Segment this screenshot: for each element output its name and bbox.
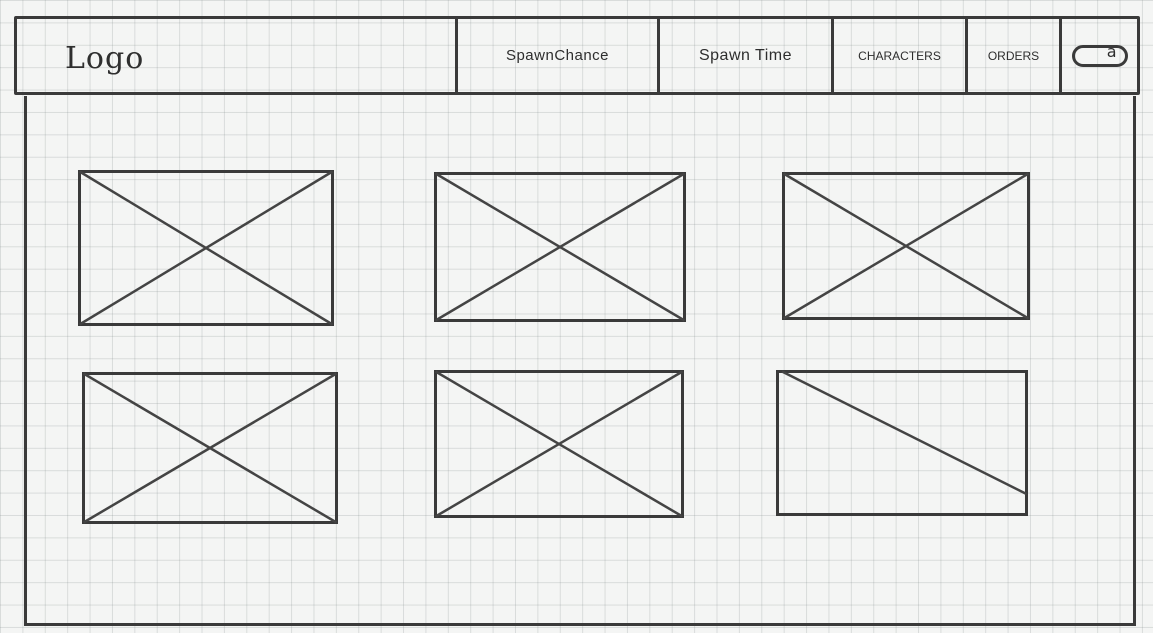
search-icon (1071, 42, 1128, 67)
image-placeholder-icon (434, 172, 686, 322)
image-placeholder-icon (82, 372, 338, 524)
nav-item-spawn-time[interactable]: Spawn Time (657, 19, 831, 92)
content-area (24, 96, 1136, 626)
image-placeholder-icon (776, 370, 1028, 516)
gallery-item[interactable] (78, 170, 334, 326)
gallery-item[interactable] (82, 372, 338, 524)
logo[interactable]: Logo (65, 41, 145, 76)
image-placeholder-icon (782, 172, 1030, 320)
nav-item-spawn-chance[interactable]: SpawnChance (455, 19, 657, 92)
image-placeholder-icon (434, 370, 684, 518)
gallery-item[interactable] (434, 172, 686, 322)
search-button[interactable] (1059, 19, 1137, 92)
gallery-item[interactable] (434, 370, 684, 518)
nav-item-orders[interactable]: ORDERS (965, 19, 1059, 92)
gallery-item[interactable] (776, 370, 1028, 516)
image-placeholder-icon (78, 170, 334, 326)
site-header: Logo SpawnChance Spawn Time CHARACTERS O… (14, 16, 1140, 95)
main-nav: SpawnChance Spawn Time CHARACTERS ORDERS (455, 19, 1137, 92)
gallery-item[interactable] (782, 172, 1030, 320)
nav-item-characters[interactable]: CHARACTERS (831, 19, 965, 92)
